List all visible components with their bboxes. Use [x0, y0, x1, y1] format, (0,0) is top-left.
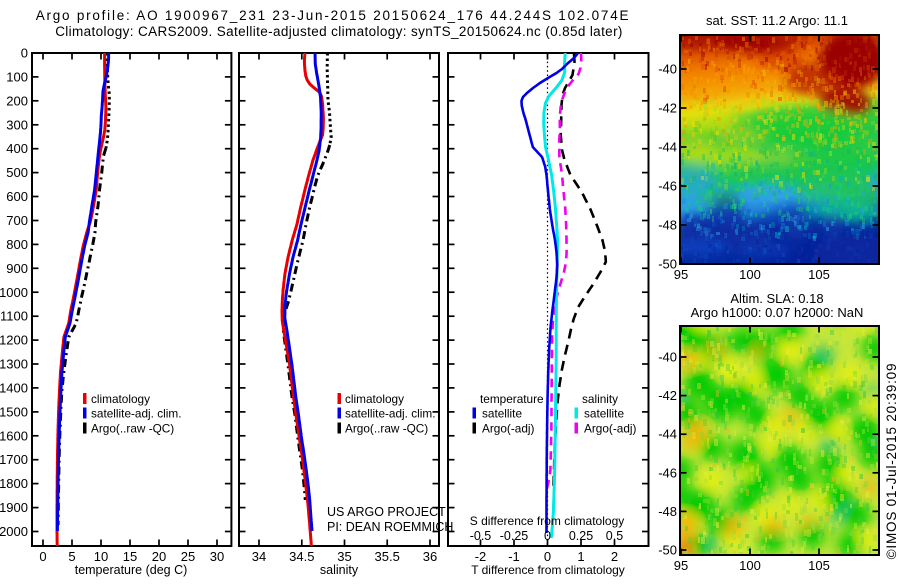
svg-text:0: 0 [544, 549, 551, 564]
svg-text:35: 35 [337, 549, 351, 564]
svg-text:100: 100 [6, 69, 28, 84]
svg-text:1400: 1400 [0, 380, 28, 395]
svg-text:©IMOS 01-Jul-2015 20:39:09: ©IMOS 01-Jul-2015 20:39:09 [884, 363, 899, 560]
svg-text:Climatology: CARS2009. Satelli: Climatology: CARS2009. Satellite-adjuste… [55, 24, 623, 39]
svg-text:-46: -46 [658, 465, 677, 480]
svg-text:temperature: temperature [480, 392, 544, 406]
svg-text:salinity: salinity [582, 392, 618, 406]
svg-text:-1: -1 [508, 549, 520, 564]
svg-text:25: 25 [181, 549, 195, 564]
svg-text:US ARGO PROJECT: US ARGO PROJECT [327, 505, 446, 519]
svg-text:Argo(..raw -QC): Argo(..raw -QC) [345, 422, 428, 436]
svg-text:10: 10 [94, 549, 108, 564]
svg-text:20: 20 [152, 549, 166, 564]
svg-text:salinity: salinity [320, 563, 359, 577]
svg-text:35.5: 35.5 [375, 549, 400, 564]
svg-text:1500: 1500 [0, 404, 28, 419]
svg-text:0: 0 [39, 549, 46, 564]
svg-text:Argo(-adj): Argo(-adj) [482, 422, 535, 436]
svg-text:Altim. SLA: 0.18: Altim. SLA: 0.18 [730, 291, 823, 306]
svg-text:1200: 1200 [0, 333, 28, 348]
svg-text:700: 700 [6, 213, 28, 228]
svg-text:0: 0 [21, 46, 28, 61]
svg-text:0: 0 [544, 529, 551, 543]
svg-text:-50: -50 [658, 543, 677, 558]
svg-text:500: 500 [6, 165, 28, 180]
svg-text:1300: 1300 [0, 357, 28, 372]
svg-text:105: 105 [808, 267, 830, 282]
svg-text:95: 95 [674, 558, 688, 573]
svg-text:36: 36 [423, 549, 437, 564]
svg-text:Argo(..raw -QC): Argo(..raw -QC) [91, 422, 174, 436]
svg-text:400: 400 [6, 141, 28, 156]
svg-text:Argo profile: AO 1900967_231 2: Argo profile: AO 1900967_231 23-Jun-2015… [36, 8, 631, 23]
svg-text:100: 100 [739, 558, 761, 573]
svg-text:95: 95 [674, 267, 688, 282]
svg-text:800: 800 [6, 237, 28, 252]
svg-text:T difference from climatology: T difference from climatology [471, 563, 625, 577]
svg-text:-50: -50 [658, 257, 677, 272]
svg-text:1: 1 [577, 549, 584, 564]
svg-text:sat. SST: 11.2 Argo: 11.1: sat. SST: 11.2 Argo: 11.1 [706, 13, 848, 28]
svg-text:300: 300 [6, 117, 28, 132]
svg-text:-40: -40 [658, 62, 677, 77]
svg-text:satellite: satellite [482, 407, 522, 421]
svg-text:-2: -2 [475, 549, 487, 564]
svg-text:-46: -46 [658, 179, 677, 194]
svg-text:1100: 1100 [0, 309, 28, 324]
svg-text:34: 34 [252, 549, 266, 564]
svg-text:PI: DEAN ROEMMICH: PI: DEAN ROEMMICH [327, 520, 453, 534]
svg-text:-44: -44 [658, 427, 677, 442]
svg-text:2000: 2000 [0, 524, 28, 539]
svg-text:Argo(-adj): Argo(-adj) [584, 422, 637, 436]
svg-text:1600: 1600 [0, 428, 28, 443]
svg-text:0.5: 0.5 [606, 529, 623, 543]
svg-text:Argo h1000: 0.07 h2000: NaN: Argo h1000: 0.07 h2000: NaN [691, 305, 864, 320]
svg-text:34.5: 34.5 [289, 549, 314, 564]
svg-text:1000: 1000 [0, 285, 28, 300]
svg-text:-48: -48 [658, 218, 677, 233]
svg-text:-48: -48 [658, 504, 677, 519]
svg-text:-40: -40 [658, 350, 677, 365]
svg-text:15: 15 [123, 549, 137, 564]
svg-text:S difference from climatology: S difference from climatology [470, 514, 625, 528]
svg-text:30: 30 [210, 549, 224, 564]
svg-text:temperature (deg C): temperature (deg C) [75, 563, 188, 577]
svg-text:-42: -42 [658, 388, 677, 403]
svg-text:105: 105 [808, 558, 830, 573]
svg-text:0.25: 0.25 [569, 529, 593, 543]
svg-text:climatology: climatology [345, 392, 404, 406]
svg-text:climatology: climatology [91, 392, 150, 406]
svg-text:-42: -42 [658, 101, 677, 116]
svg-text:1900: 1900 [0, 500, 28, 515]
svg-text:900: 900 [6, 261, 28, 276]
svg-text:-0.5: -0.5 [470, 529, 492, 543]
svg-text:100: 100 [739, 267, 761, 282]
svg-text:1700: 1700 [0, 452, 28, 467]
svg-text:200: 200 [6, 93, 28, 108]
svg-text:satellite: satellite [584, 407, 624, 421]
svg-text:1800: 1800 [0, 476, 28, 491]
svg-text:2: 2 [611, 549, 618, 564]
svg-text:-0.25: -0.25 [500, 529, 529, 543]
svg-text:600: 600 [6, 189, 28, 204]
svg-text:satellite-adj. clim.: satellite-adj. clim. [345, 407, 435, 421]
svg-text:satellite-adj. clim.: satellite-adj. clim. [91, 407, 181, 421]
svg-text:5: 5 [68, 549, 75, 564]
svg-text:-44: -44 [658, 140, 677, 155]
